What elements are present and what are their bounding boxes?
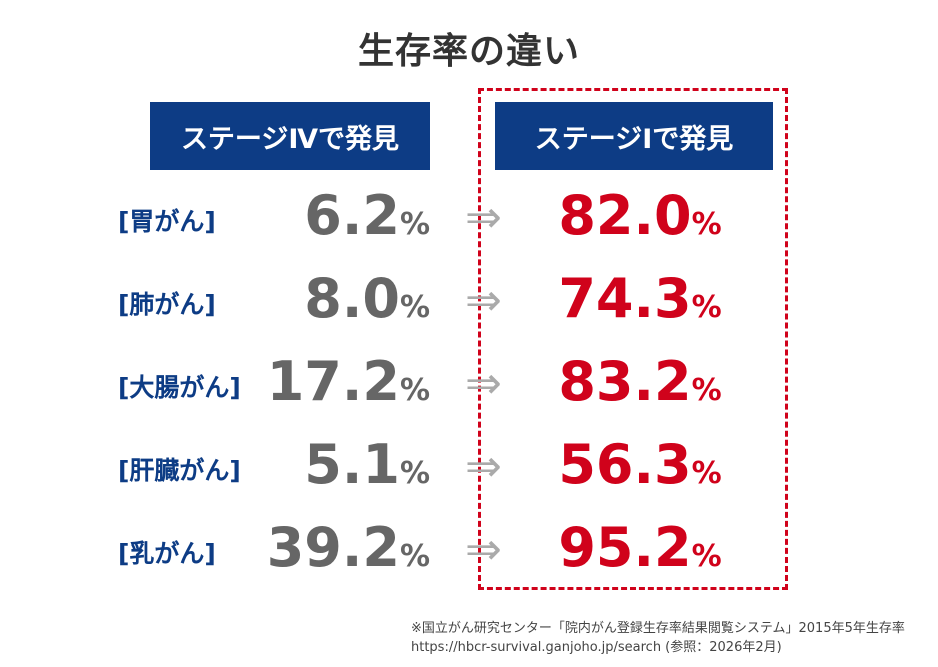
page-title: 生存率の違い <box>357 31 580 72</box>
cancer-label: [大腸がん] <box>118 373 241 402</box>
percent-sign: % <box>691 456 722 491</box>
stage4-value: 5.1% <box>304 433 430 496</box>
table-row: [乳がん] 39.2% ⇒ 95.2% <box>0 512 938 592</box>
stage4-number: 39.2 <box>266 516 400 579</box>
stage1-value: 95.2% <box>545 516 735 579</box>
stage4-number: 8.0 <box>304 267 400 330</box>
percent-sign: % <box>399 207 430 242</box>
arrow-icon: ⇒ <box>465 358 502 409</box>
cancer-label: [肝臓がん] <box>118 456 241 485</box>
stage4-value: 6.2% <box>304 184 430 247</box>
arrow-icon: ⇒ <box>465 275 502 326</box>
percent-sign: % <box>691 373 722 408</box>
stage1-value: 74.3% <box>545 267 735 330</box>
percent-sign: % <box>399 456 430 491</box>
footnote-url: https://hbcr-survival.ganjoho.jp/search … <box>411 640 782 655</box>
stage1-number: 74.3 <box>558 267 692 330</box>
highlight-dashed-box <box>478 88 788 590</box>
arrow-icon: ⇒ <box>465 524 502 575</box>
percent-sign: % <box>691 539 722 574</box>
table-row: [胃がん] 6.2% ⇒ 82.0% <box>0 180 938 260</box>
percent-sign: % <box>399 373 430 408</box>
stage1-value: 56.3% <box>545 433 735 496</box>
stage1-value: 83.2% <box>545 350 735 413</box>
stage4-number: 5.1 <box>304 433 400 496</box>
table-row: [肝臓がん] 5.1% ⇒ 56.3% <box>0 429 938 509</box>
table-row: [大腸がん] 17.2% ⇒ 83.2% <box>0 346 938 426</box>
stage1-value: 82.0% <box>545 184 735 247</box>
stage4-value: 8.0% <box>304 267 430 330</box>
header-stage1: ステージⅠで発見 <box>495 102 773 170</box>
stage1-number: 56.3 <box>558 433 692 496</box>
percent-sign: % <box>691 290 722 325</box>
header-stage4: ステージⅣで発見 <box>150 102 430 170</box>
percent-sign: % <box>399 539 430 574</box>
stage4-number: 6.2 <box>304 184 400 247</box>
stage4-number: 17.2 <box>266 350 400 413</box>
stage1-number: 83.2 <box>558 350 692 413</box>
cancer-label: [乳がん] <box>118 539 216 568</box>
arrow-icon: ⇒ <box>465 192 502 243</box>
arrow-icon: ⇒ <box>465 441 502 492</box>
table-row: [肺がん] 8.0% ⇒ 74.3% <box>0 263 938 343</box>
stage1-number: 95.2 <box>558 516 692 579</box>
stage4-value: 17.2% <box>267 350 430 413</box>
cancer-label: [胃がん] <box>118 207 216 236</box>
footnote: ※国立がん研究センター「院内がん登録生存率結果閲覧システム」2015年5年生存率… <box>411 619 905 657</box>
stage4-value: 39.2% <box>267 516 430 579</box>
percent-sign: % <box>399 290 430 325</box>
stage1-number: 82.0 <box>558 184 692 247</box>
percent-sign: % <box>691 207 722 242</box>
cancer-label: [肺がん] <box>118 290 216 319</box>
footnote-source: ※国立がん研究センター「院内がん登録生存率結果閲覧システム」2015年5年生存率 <box>411 621 905 636</box>
